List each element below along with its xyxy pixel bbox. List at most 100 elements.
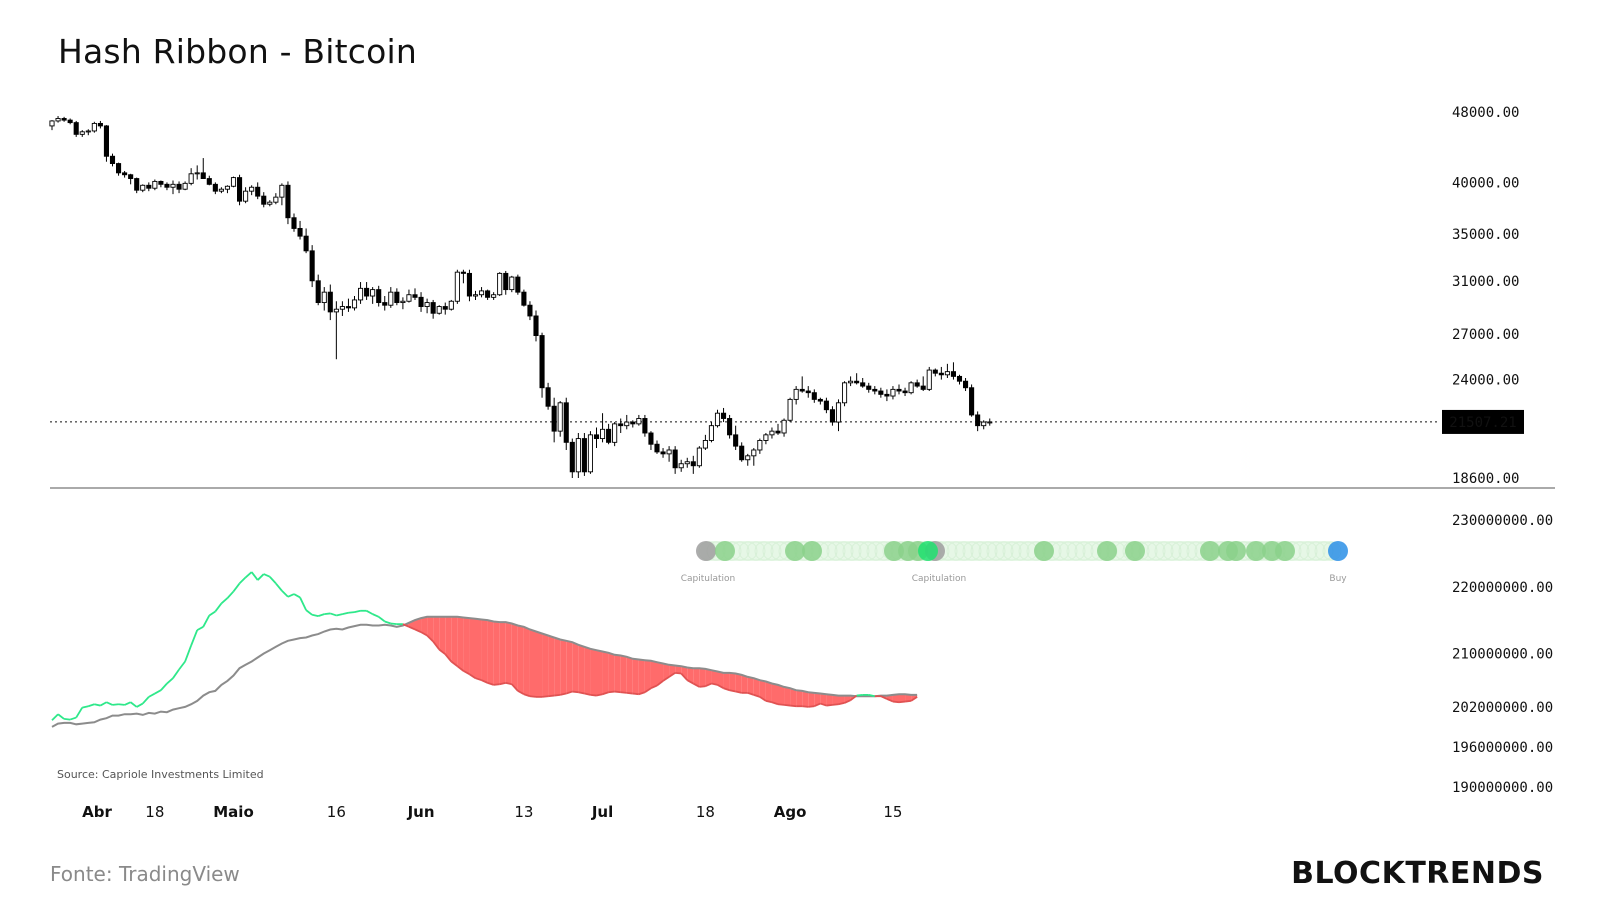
candle-up-body <box>339 306 345 310</box>
fast-ma-segment <box>124 701 132 706</box>
candle-up-body <box>696 447 702 467</box>
fast-ma-segment <box>548 694 555 698</box>
candle-down-body <box>327 291 333 313</box>
capitulation-fill <box>493 621 500 685</box>
candle-down-body <box>261 195 267 205</box>
signal-ghost-dot <box>1002 541 1022 561</box>
x-tick-label: Abr <box>82 803 112 821</box>
signal-dot <box>1200 541 1220 561</box>
price-candle <box>926 366 932 392</box>
price-candle <box>249 185 255 196</box>
ribbon-y-tick-label: 190000000.00 <box>1452 780 1553 796</box>
capitulation-fill <box>753 678 760 697</box>
fast-ma-segment <box>317 613 325 617</box>
candle-down-body <box>345 306 352 309</box>
signal-dot <box>1097 541 1117 561</box>
price-candle <box>73 120 79 137</box>
price-candle <box>593 427 600 449</box>
candle-down-body <box>115 163 122 174</box>
capitulation-fill <box>638 659 645 695</box>
price-candle <box>539 332 545 398</box>
fast-ma-segment <box>196 626 204 631</box>
candle-down-body <box>309 250 315 282</box>
price-candle <box>896 384 902 395</box>
candle-down-body <box>618 423 624 427</box>
price-candle <box>212 182 218 195</box>
candle-down-body <box>200 172 206 179</box>
candle-down-body <box>642 418 648 434</box>
candle-down-body <box>128 174 134 179</box>
candle-down-body <box>829 409 835 423</box>
signal-ghost-dot <box>1170 541 1190 561</box>
price-candle <box>327 284 333 321</box>
candle-up-body <box>448 300 454 310</box>
price-y-tick-label: 40000.00 <box>1452 175 1519 191</box>
candle-down-body <box>896 388 902 392</box>
candle-up-body <box>351 299 358 309</box>
candle-up-body <box>436 306 442 314</box>
price-candle <box>890 386 896 400</box>
fast-ma-segment <box>99 701 107 707</box>
price-candle <box>793 386 799 405</box>
fast-ma-segment <box>656 680 664 687</box>
candle-up-body <box>981 421 987 427</box>
fast-ma-segment <box>287 593 295 598</box>
fast-ma-segment <box>118 703 125 706</box>
price-candle <box>600 413 606 443</box>
capitulation-fill <box>705 668 712 687</box>
fast-ma-segment <box>735 690 742 694</box>
candle-down-body <box>412 294 418 298</box>
signal-ghost-dot <box>738 541 758 561</box>
capitulation-fill <box>578 644 585 694</box>
candle-down-body <box>739 445 745 461</box>
price-candle <box>714 409 721 428</box>
price-candle <box>672 446 678 474</box>
price-candle <box>97 120 103 129</box>
price-candle <box>690 455 696 474</box>
candle-down-body <box>823 400 829 411</box>
fast-ma-segment <box>305 609 313 616</box>
fast-ma-segment <box>602 691 609 696</box>
price-candle <box>557 401 563 437</box>
candle-down-body <box>920 385 926 390</box>
candle-down-body <box>672 449 678 469</box>
candle-up-body <box>497 272 503 296</box>
candle-up-body <box>702 440 708 449</box>
price-candle <box>581 432 587 476</box>
fast-ma-segment <box>777 703 785 706</box>
price-candle <box>842 381 848 407</box>
price-candle <box>406 289 412 303</box>
candle-up-body <box>55 118 61 122</box>
candle-up-body <box>908 382 914 394</box>
capitulation-fill <box>826 694 833 706</box>
candle-down-body <box>364 287 370 297</box>
signal-ghost-dot <box>970 541 990 561</box>
candle-up-body <box>612 423 618 443</box>
candle-up-body <box>406 294 412 302</box>
price-candle <box>267 200 273 207</box>
candle-down-body <box>158 180 164 185</box>
price-candle <box>382 296 388 311</box>
fast-ma-segment <box>51 713 59 721</box>
price-candle <box>182 181 188 191</box>
price-candle <box>134 177 140 194</box>
fast-ma-segment <box>868 694 875 698</box>
price-candle <box>279 183 285 206</box>
capitulation-fill <box>421 616 428 636</box>
candle-down-body <box>146 184 152 189</box>
price-candle <box>485 289 491 300</box>
fast-ma-segment <box>753 694 761 698</box>
price-y-tick-label: 48000.00 <box>1452 105 1519 121</box>
price-candle <box>835 399 842 432</box>
candle-down-body <box>460 271 466 274</box>
price-candle <box>956 374 963 385</box>
signal-ghost-dot <box>1074 541 1094 561</box>
candle-up-body <box>79 131 85 135</box>
signal-label: Capitulation <box>912 574 967 584</box>
price-candle <box>624 414 630 430</box>
candle-down-body <box>61 118 67 121</box>
candle-down-body <box>291 217 297 229</box>
price-candle <box>218 187 224 194</box>
candle-up-body <box>152 180 158 189</box>
capitulation-fill <box>802 690 809 707</box>
